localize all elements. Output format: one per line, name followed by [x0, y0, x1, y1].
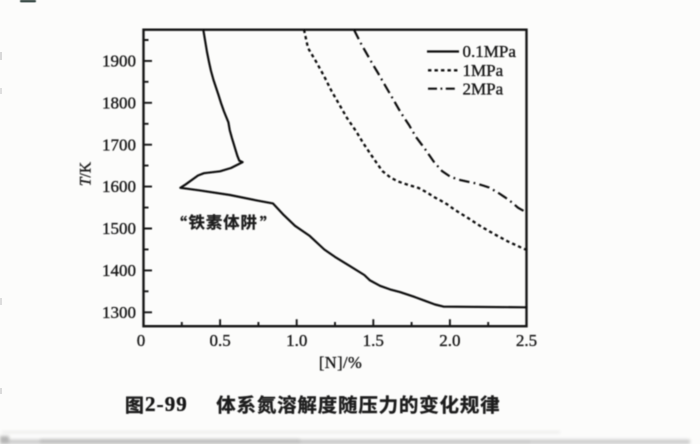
svg-text:1900: 1900	[102, 52, 136, 71]
svg-text:1700: 1700	[102, 135, 136, 154]
svg-text:1500: 1500	[102, 219, 136, 238]
svg-text:2MPa: 2MPa	[463, 79, 504, 98]
svg-text:0.5: 0.5	[209, 331, 230, 350]
svg-text:1.0: 1.0	[286, 331, 307, 350]
svg-text:T/K: T/K	[78, 161, 95, 186]
svg-text:1MPa: 1MPa	[463, 61, 504, 80]
svg-text:1400: 1400	[102, 261, 136, 280]
svg-text:1800: 1800	[102, 93, 136, 112]
svg-text:[N]/%: [N]/%	[319, 353, 362, 372]
svg-text:0.1MPa: 0.1MPa	[463, 42, 517, 61]
svg-text:1300: 1300	[102, 303, 136, 322]
svg-text:0: 0	[137, 331, 146, 350]
svg-text:2-99: 2-99	[145, 392, 188, 416]
svg-text:1.5: 1.5	[363, 331, 384, 350]
svg-text:1600: 1600	[102, 177, 136, 196]
svg-text:2.5: 2.5	[516, 331, 537, 350]
svg-text:2.0: 2.0	[439, 331, 460, 350]
